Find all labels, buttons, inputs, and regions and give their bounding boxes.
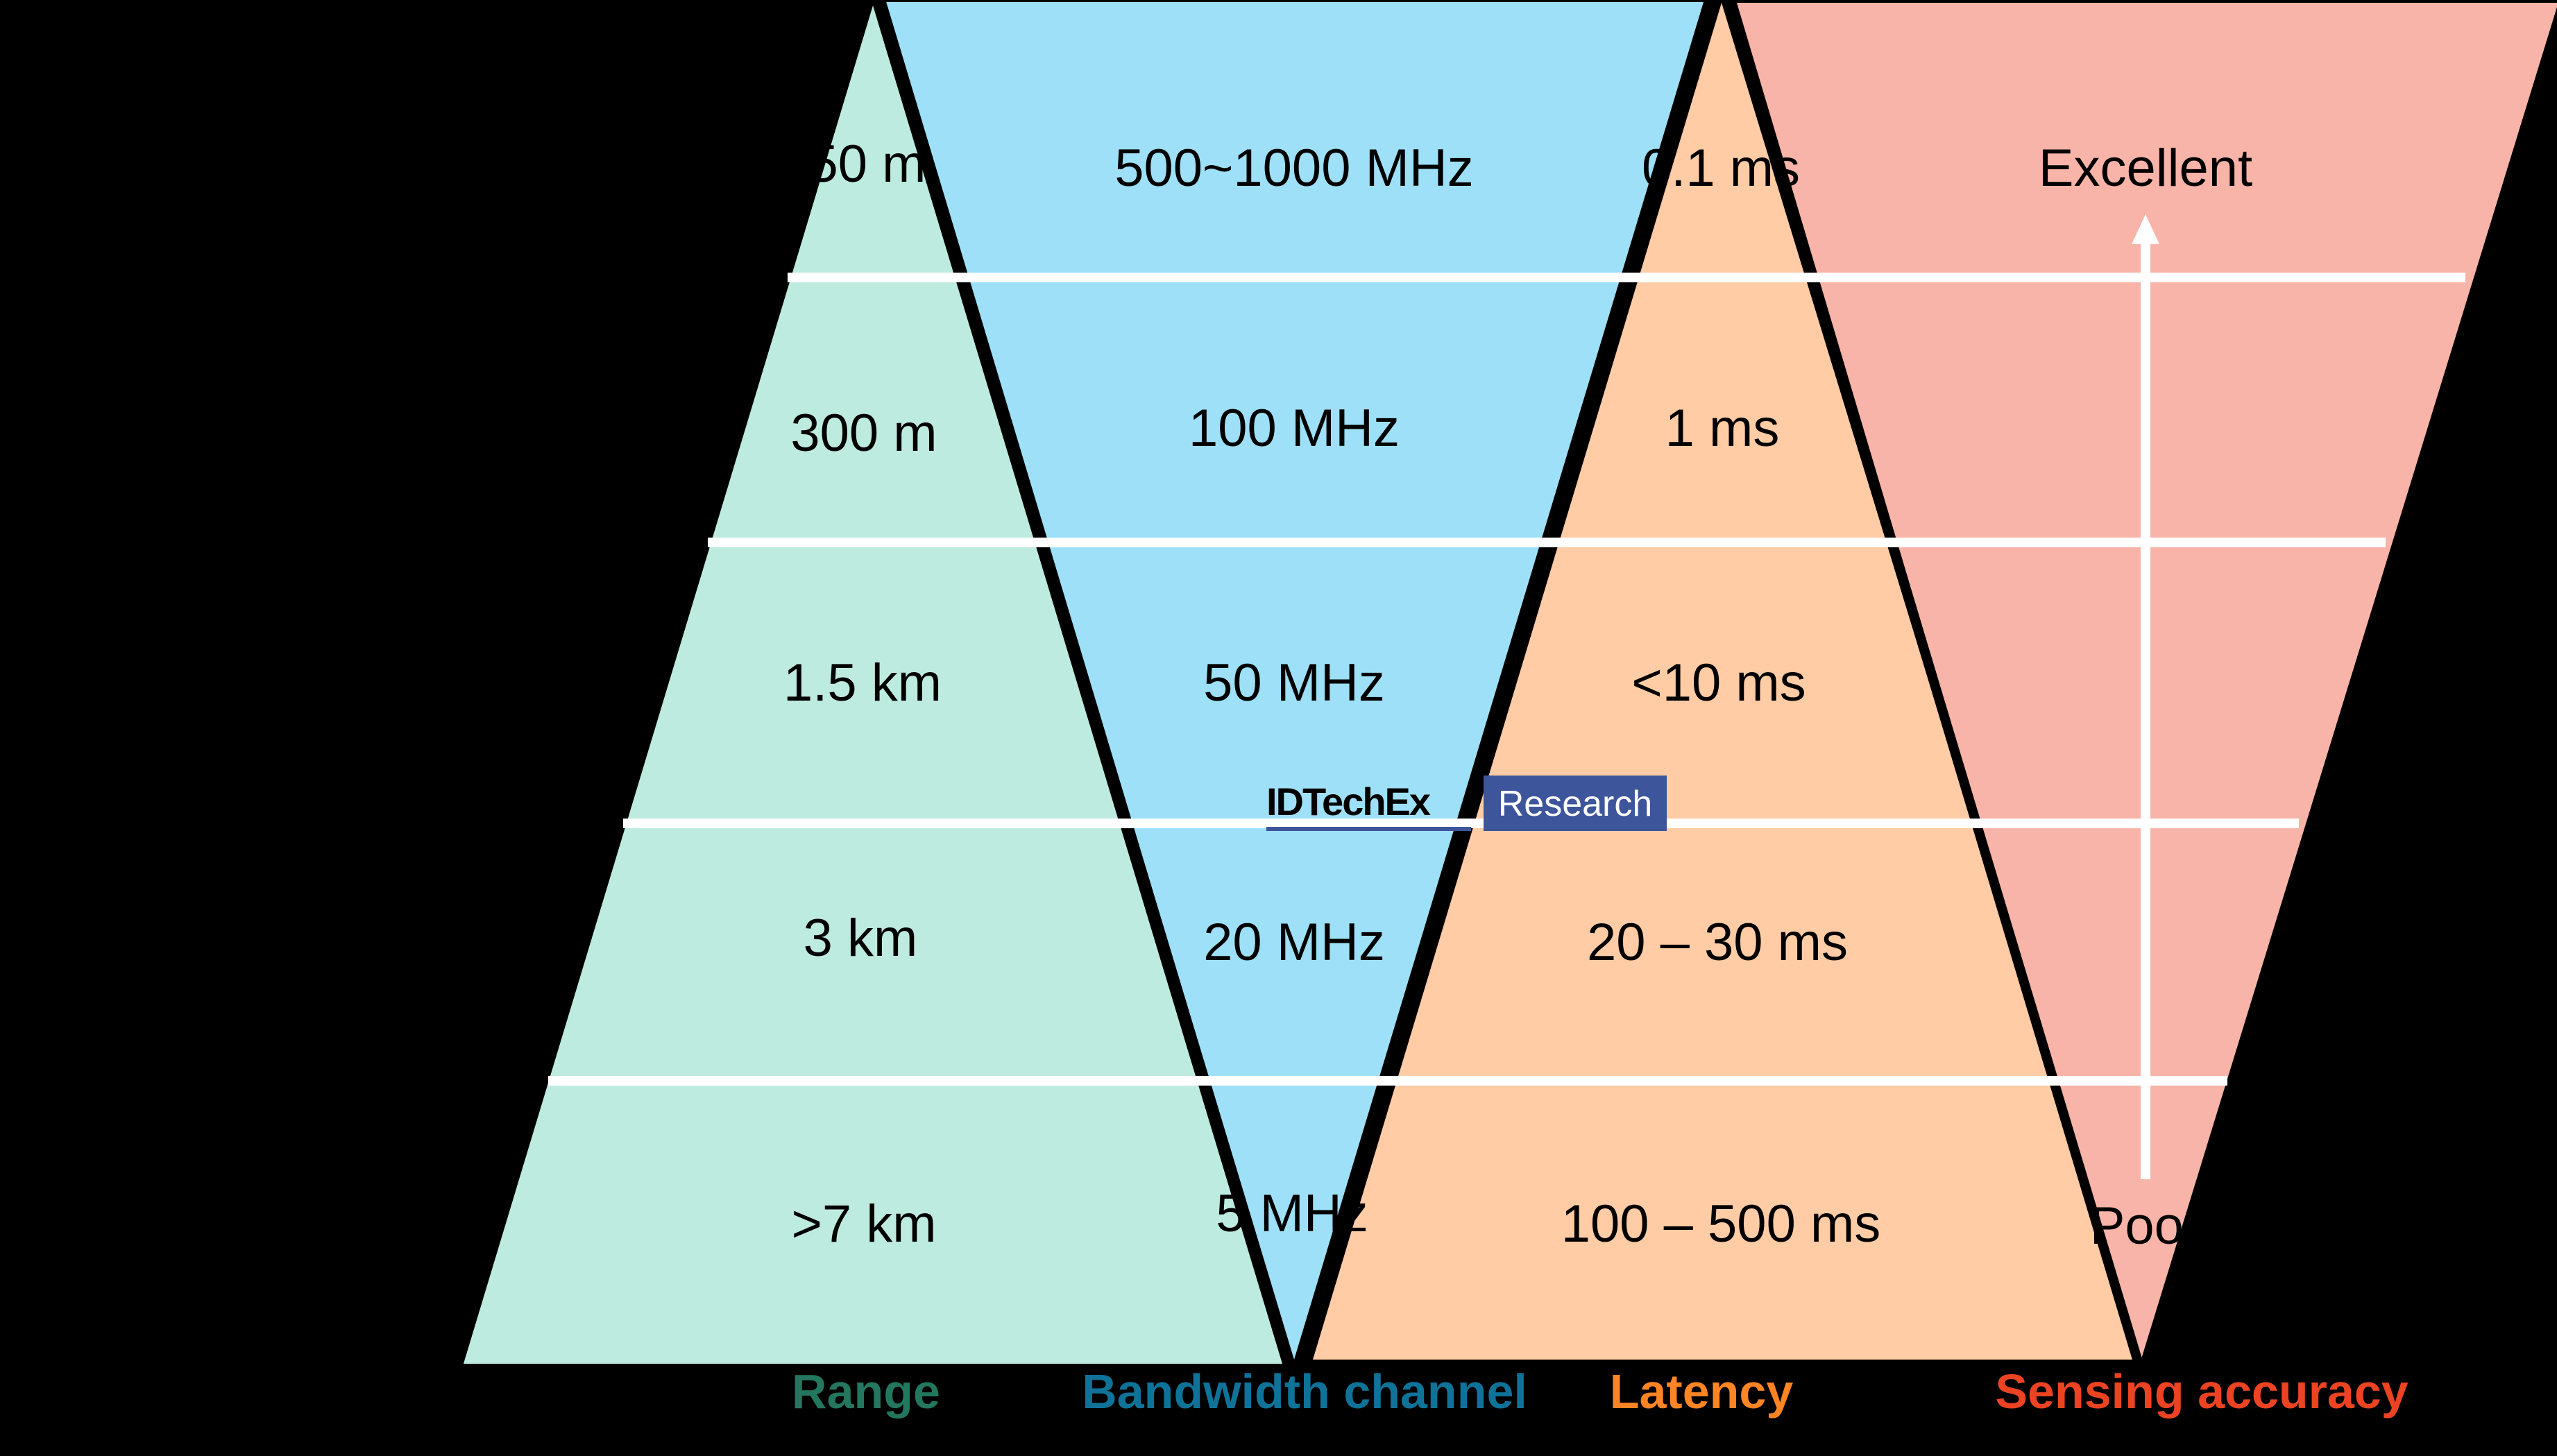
logo-tag-text: Research [1498,784,1653,824]
border-line [1293,0,1718,1367]
latency-value: 0.1 ms [1642,139,1800,198]
range-value: 1.5 km [783,653,942,712]
column-label-range: Range [792,1364,940,1419]
column-label-bandwidth: Bandwidth channel [1082,1364,1527,1419]
row-divider [623,819,2299,828]
range-value: 3 km [804,909,918,968]
idtechex-logo: IDTechEx Research [1266,776,1667,831]
range-value: >7 km [791,1194,936,1253]
border-line [1724,0,2143,1366]
logo-tag-box [1484,776,1667,831]
bandwidth-value: 20 MHz [1203,913,1385,972]
column-label-latency: Latency [1610,1364,1794,1419]
column-label-sensing: Sensing accuracy [1995,1364,2408,1419]
row-divider [788,273,2465,282]
up-arrow-shaft [2141,239,2150,1179]
latency-value: <10 ms [1631,653,1806,712]
bandwidth-shape [885,2,1704,1360]
range-value: 50 m [809,135,926,194]
sensing-bottom-label: Poor [2090,1197,2202,1256]
latency-shape [1313,3,2136,1360]
latency-value: 100 – 500 ms [1561,1194,1881,1253]
row-divider [708,538,2386,547]
range-value: 300 m [790,404,937,463]
logo-brand-text: IDTechEx [1266,780,1431,823]
up-arrow-icon [2132,214,2159,244]
logo-underline [1266,827,1471,831]
bandwidth-value: 50 MHz [1203,653,1385,712]
latency-value: 20 – 30 ms [1587,913,1848,972]
border-line [874,0,1295,1367]
range-shape [464,6,1282,1364]
row-divider [548,1076,2227,1086]
latency-value: 1 ms [1665,399,1780,458]
bandwidth-value: 500~1000 MHz [1114,139,1474,198]
sensing-top-label: Excellent [2039,139,2252,198]
bandwidth-value: 100 MHz [1189,399,1400,458]
bandwidth-value: 5 MHz [1216,1184,1368,1243]
